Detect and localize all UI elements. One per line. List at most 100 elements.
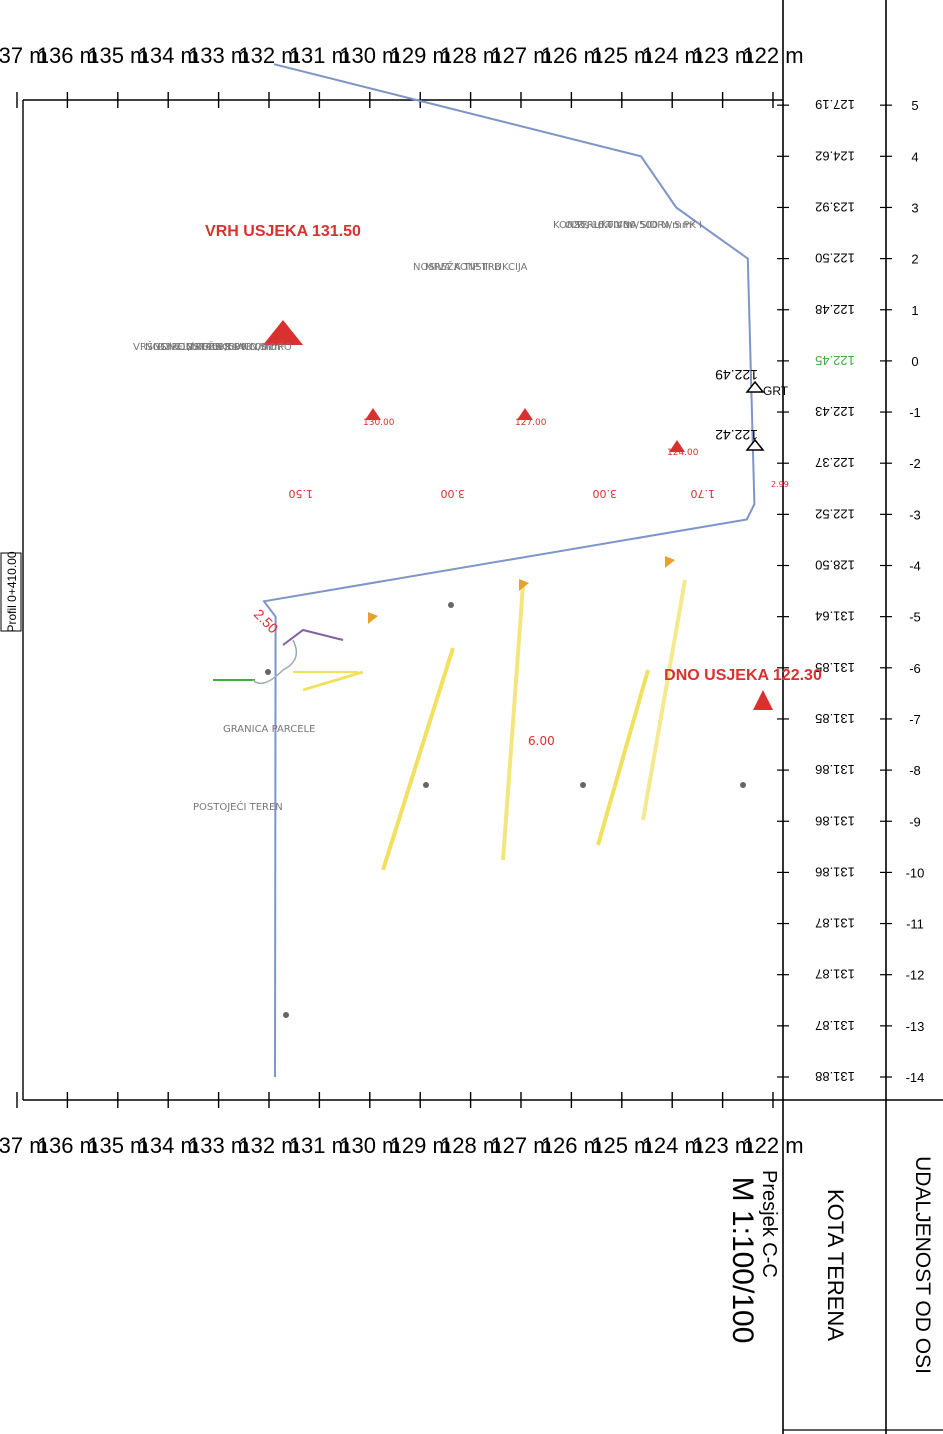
anchor-head [740, 782, 746, 788]
table-offset-cell: -9 [909, 814, 921, 829]
svg-text:VRŠNO KONSTRUKTIVNO SIDRO: VRŠNO KONSTRUKTIVNO SIDRO [133, 340, 292, 353]
level-122-42-label: 122.42 [715, 427, 758, 443]
section-title: Presjek C-C [758, 1170, 780, 1278]
granica-parcele-label: GRANICA PARCELE [223, 724, 315, 735]
anchor-plate [519, 579, 529, 591]
dim-6-00: 6.00 [528, 734, 555, 748]
svg-text:l = 2.00 m Rs=3.00 m: l = 2.00 m Rs=3.00 m [169, 342, 281, 353]
grt-label: GRT [763, 384, 789, 398]
terrain-profile-line [262, 63, 756, 1078]
table-kota-cell: 124.62 [815, 148, 855, 163]
table-offset-cell: -5 [909, 610, 921, 625]
anchor-bar [501, 584, 525, 861]
table-kota-cell: 122.45 [815, 353, 855, 368]
table-kota-cell: 131.87 [815, 916, 855, 931]
level-marker-122-49 [745, 380, 765, 393]
elevation-label: 122 m [742, 43, 803, 68]
dno-usjeka-marker [753, 690, 773, 710]
right-axis-ticks [16, 92, 774, 108]
dim-2-50: 2.50 [251, 606, 282, 637]
profile-label-box [0, 552, 22, 632]
table-kota-cell: 122.43 [815, 404, 855, 419]
vrh-usjeka-marker [263, 320, 303, 345]
elevation-label: 126 m [541, 43, 602, 68]
anchor-head [448, 602, 454, 608]
elevation-label: 125 m [591, 43, 652, 68]
table-offset-cell: -12 [906, 968, 925, 983]
vrh-usjeka-label: VRH USJEKA 131.50 [205, 223, 361, 240]
table-offset-cell: -11 [906, 917, 924, 932]
elev-124-label: 124.00 [667, 448, 699, 458]
dim-1-70: 1.70 [691, 487, 716, 500]
elevation-label: 129 m [390, 43, 451, 68]
elevation-label: 137 m [0, 1133, 48, 1158]
elevation-label: 134 m [138, 1133, 199, 1158]
elev-130-label: 130.00 [363, 418, 395, 428]
elevation-label: 135 m [87, 1133, 148, 1158]
table-kota-cell: 122.50 [815, 251, 855, 266]
table-kota-cell: 131.87 [815, 1018, 855, 1033]
table-kota-cell: 122.52 [815, 506, 855, 521]
marker-127 [517, 408, 533, 420]
table-kota-cell: 122.48 [815, 302, 855, 317]
row-udaljenost-label: UDALJENOST OD OSI [911, 1156, 934, 1374]
postojeci-teren-label: POSTOJEĆI TEREN [193, 800, 283, 813]
elevation-label: 122 m [742, 1133, 803, 1158]
anchor-bar [381, 647, 455, 871]
elevation-label: 136 m [37, 1133, 98, 1158]
anchor-bars [265, 556, 746, 1018]
dim-3-00b: 3.00 [593, 487, 618, 500]
table-offset-cell: -13 [906, 1019, 925, 1034]
table-kota-cell: 131.88 [815, 1069, 855, 1084]
table-offset-cell: -7 [909, 712, 921, 727]
anchor-spec-top: VRŠNO KONSTRUKTIVNO SIDRO NOSIVE MREŽE S… [133, 340, 292, 353]
table-kota-cell: 131.64 [815, 609, 855, 624]
anchor-plate [368, 612, 378, 624]
table-kota-cell: 131.86 [815, 864, 855, 879]
table-kota-cell: 131.85 [815, 711, 855, 726]
dim-2-99: 2.99 [771, 480, 789, 489]
anchor-plate [665, 556, 675, 568]
dim-3-00a: 3.00 [441, 487, 466, 500]
svg-text:Ø25, 1,f= 400/500 N/mm²: Ø25, 1,f= 400/500 N/mm² [565, 219, 696, 231]
elevation-label: 123 m [692, 43, 753, 68]
svg-text:MREŽA TIP III B: MREŽA TIP III B [425, 260, 501, 273]
elevation-label: 131 m [289, 1133, 350, 1158]
table-offset-cell: 3 [911, 200, 918, 215]
anchor-bar [641, 579, 687, 821]
dim-1-50: 1.50 [289, 487, 314, 500]
anchor-spec-bottom: KONSTRUKTIVNA SIDRA S PK I Ø25, 1,f= 400… [553, 219, 702, 231]
elevation-label: 132 m [238, 1133, 299, 1158]
table-kota-cell: 131.87 [815, 967, 855, 982]
svg-text:NOSIVA KONSTRUKCIJA: NOSIVA KONSTRUKCIJA [413, 262, 528, 273]
table-offset-cell: -14 [906, 1070, 925, 1085]
elevation-label: 132 m [238, 43, 299, 68]
anchor-head [423, 782, 429, 788]
table-kota-cell: 127.19 [815, 97, 855, 112]
profile-label: Profil 0+410.00 [5, 551, 19, 632]
elevation-label: 130 m [339, 1133, 400, 1158]
anchor-bar [596, 669, 650, 846]
table-offset-cell: 1 [911, 303, 918, 318]
elev-127-label: 127.00 [515, 418, 547, 428]
elevation-label: 124 m [642, 43, 703, 68]
marker-124 [669, 440, 685, 452]
scale-title: M 1:100/100 [726, 1177, 759, 1344]
svg-text:NOSIVE MREŽE S PV: NOSIVE MREŽE S PV [145, 340, 247, 353]
left-axis-ticks [16, 1092, 774, 1108]
table-kota-cell: 131.85 [815, 660, 855, 675]
table-kota-cell: 131.86 [815, 813, 855, 828]
table-offset-cell: 0 [911, 354, 918, 369]
table-offset-cell: 4 [911, 149, 918, 164]
table-offset-cell: -6 [909, 661, 921, 676]
level-marker-122-42 [745, 438, 765, 451]
table-kota-cell: 131.86 [815, 762, 855, 777]
table-ticks [777, 104, 892, 1078]
elevation-label: 127 m [490, 1133, 551, 1158]
table-offset-cell: 5 [911, 98, 918, 113]
row-kota-label: KOTA TERENA [823, 1189, 848, 1341]
marker-130 [365, 408, 381, 420]
elevation-label: 137 m [0, 43, 48, 68]
